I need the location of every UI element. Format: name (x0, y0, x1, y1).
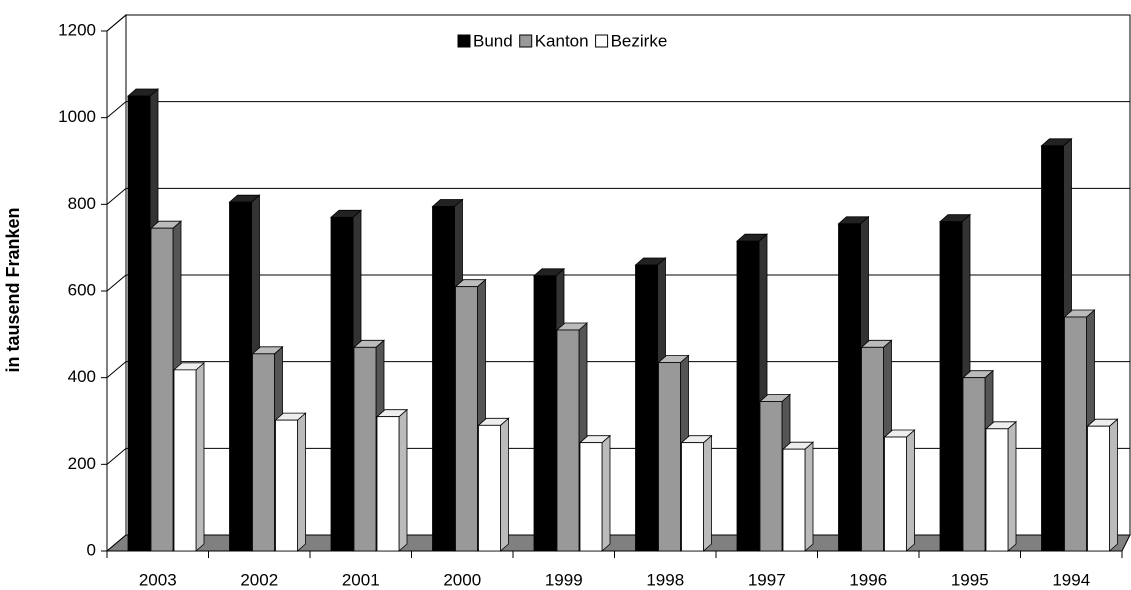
bar-side (195, 361, 205, 552)
x-tick-label: 1999 (545, 570, 583, 589)
legend-swatch (519, 34, 533, 48)
bar (330, 216, 354, 552)
legend-swatch (595, 34, 609, 48)
bar-side (500, 417, 509, 552)
legend-label: Kanton (535, 31, 589, 50)
bar-side (601, 434, 611, 552)
bar-side (297, 412, 306, 552)
bar (150, 227, 174, 552)
bar (681, 442, 704, 552)
bar (432, 206, 455, 552)
x-tick-label: 2001 (342, 570, 380, 589)
bar-side (804, 441, 814, 552)
grid-line-side (106, 14, 127, 32)
x-tick-label: 2000 (443, 570, 481, 589)
x-tick-label: 2002 (240, 570, 278, 589)
legend-label: Bezirke (611, 31, 668, 50)
bar (229, 201, 252, 552)
y-tick-label: 1200 (58, 20, 96, 39)
legend-swatch (457, 34, 471, 48)
bar (658, 362, 681, 552)
bar (782, 448, 806, 552)
x-tick-label: 1997 (748, 570, 786, 589)
bar (455, 286, 478, 552)
bar (556, 329, 580, 552)
y-tick-label: 200 (68, 454, 96, 473)
grid-line-side (106, 447, 127, 465)
bar-side (1007, 420, 1017, 552)
bar (478, 424, 501, 552)
bar (985, 428, 1009, 552)
y-tick-label: 0 (87, 540, 96, 559)
bar (173, 369, 197, 552)
y-tick-label: 800 (68, 194, 96, 213)
bar (1087, 425, 1110, 552)
y-axis-label: in tausend Franken (3, 207, 23, 372)
bar (962, 377, 986, 552)
bar-side (1109, 418, 1118, 552)
y-tick-label: 1000 (58, 107, 96, 126)
bar-side (703, 434, 712, 552)
x-tick-label: 2003 (139, 570, 177, 589)
bar (939, 221, 963, 552)
bar (275, 419, 298, 552)
x-tick-label: 1995 (951, 570, 989, 589)
bar (635, 264, 658, 552)
y-tick-label: 600 (68, 280, 96, 299)
x-tick-label: 1996 (849, 570, 887, 589)
bar-side (398, 408, 408, 552)
bar (838, 223, 861, 552)
bar (884, 436, 907, 552)
bar (376, 416, 400, 552)
y-tick-label: 400 (68, 367, 96, 386)
bar (736, 240, 760, 552)
bar (127, 95, 151, 552)
bar (861, 346, 884, 552)
grid-line-side (106, 274, 127, 292)
bar (1041, 145, 1064, 552)
bar (533, 275, 557, 552)
grid-line-side (106, 187, 127, 205)
bar-side (906, 429, 915, 552)
x-tick-label: 1998 (646, 570, 684, 589)
bar (252, 353, 275, 552)
x-tick-label: 1994 (1052, 570, 1090, 589)
grid-line-side (106, 101, 127, 119)
bar (579, 442, 603, 552)
bar (353, 346, 377, 552)
grid-line-side (106, 361, 127, 379)
bar (1064, 316, 1087, 552)
bar (759, 401, 783, 552)
legend-label: Bund (473, 31, 513, 50)
